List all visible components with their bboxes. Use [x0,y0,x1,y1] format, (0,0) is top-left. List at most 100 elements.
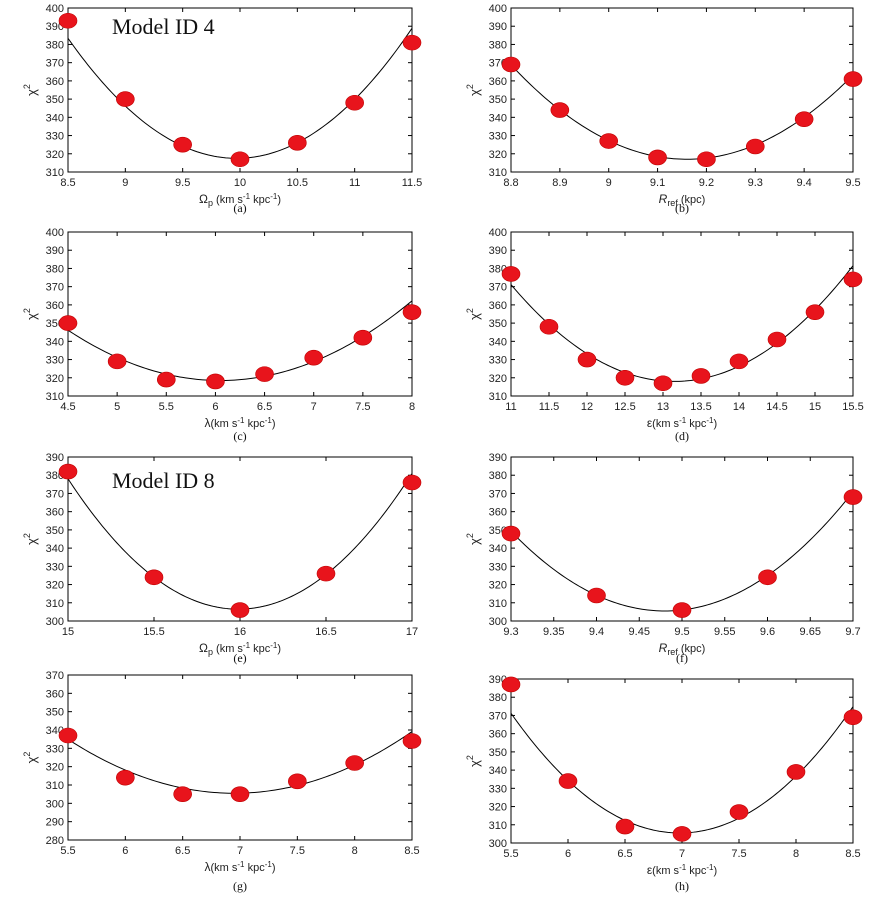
x-tick-label: 8.8 [503,177,518,189]
x-tick-label: 8 [409,401,415,413]
data-point [745,138,765,155]
data-point [206,373,225,390]
data-point [230,786,250,802]
y-tick-label: 310 [46,167,64,179]
data-point [58,315,78,331]
data-point [116,769,135,786]
y-tick-label: 340 [489,336,507,348]
data-point [697,151,716,168]
data-point [58,727,78,744]
data-point [805,304,825,320]
x-tick-label: 9.4 [589,626,604,638]
x-axis-label: Ωp (km s-1 kpc-1) [199,192,281,208]
x-tick-label: 9.6 [760,626,775,638]
x-tick-label: 8.9 [552,177,567,189]
data-point [316,565,336,582]
x-tick-label: 17 [406,626,418,638]
data-point [255,366,274,382]
panel-a: 8.5 9 9.5 10 10.5 11 11.5 310 320 330 340 350 360 370… [22,3,422,215]
x-tick-label: 9.4 [796,177,811,189]
y-tick-label: 320 [489,580,507,592]
data-point [539,318,559,335]
y-tick-label: 390 [489,245,507,257]
data-point [615,818,635,835]
x-tick-label: 15.5 [842,401,863,413]
y-tick-label: 400 [46,3,64,15]
data-point [58,12,78,29]
y-tick-label: 360 [489,300,507,312]
x-tick-label: 11.5 [539,401,560,413]
y-tick-label: 360 [489,507,507,519]
x-tick-label: 11 [505,401,516,413]
panel-label: (a) [233,201,246,215]
x-tick-label: 9.45 [629,626,650,638]
panel-f: 9.3 9.35 9.4 9.45 9.5 9.55 9.6 9.65 9.7 300 310 320… [465,452,863,665]
x-axis-label: Rref (kpc) [659,192,706,208]
y-tick-label: 300 [46,616,64,628]
data-point [402,733,422,749]
x-tick-label: 9.7 [845,626,860,638]
model-id-annotation: Model ID 8 [112,468,215,493]
x-tick-label: 8.5 [404,845,419,857]
y-tick-label: 290 [46,817,64,829]
y-tick-label: 350 [489,318,507,330]
y-tick-label: 320 [46,580,64,592]
y-tick-label: 350 [46,94,64,106]
y-tick-label: 340 [489,543,507,555]
panel-g: 5.5 6 6.5 7 7.5 8 8.52802903003103203303403503… [22,670,422,893]
y-tick-label: 370 [46,670,64,682]
data-point [843,709,863,726]
x-tick-label: 14 [733,401,745,413]
y-tick-label: 300 [489,616,507,628]
y-tick-label: 310 [46,598,64,610]
y-tick-label: 380 [489,39,507,51]
data-point [843,71,863,87]
y-tick-label: 330 [489,561,507,573]
y-tick-label: 310 [46,391,64,403]
x-tick-label: 15.5 [143,626,164,638]
x-tick-label: 6 [212,401,218,413]
data-point [353,329,373,346]
y-axis-label: χ2 [465,84,482,96]
data-point [501,525,521,542]
data-point [345,94,364,111]
plot-frame [510,456,854,622]
data-point [729,353,749,370]
y-axis-label: χ2 [465,755,482,767]
y-tick-label: 360 [46,76,64,88]
data-point [345,755,364,771]
plot-frame [510,231,854,397]
x-axis-label: ε(km s-1 kpc-1) [647,416,717,430]
panel-e: 15 15.5 16 16.5 1730031032033034035036037038… [22,452,422,665]
y-tick-label: 370 [46,282,64,294]
x-tick-label: 5 [114,401,120,413]
x-tick-label: 7.5 [731,848,746,860]
x-tick-label: 5.5 [159,401,174,413]
y-tick-label: 370 [46,58,64,70]
x-tick-label: 16 [234,626,246,638]
panel-label: (e) [233,651,246,665]
x-tick-label: 9.35 [543,626,564,638]
data-point [672,602,692,618]
y-tick-label: 310 [489,167,507,179]
x-tick-label: 10.5 [287,177,308,189]
y-tick-label: 350 [489,94,507,106]
panel-label: (g) [233,879,247,893]
x-tick-label: 9.1 [650,177,665,189]
y-tick-label: 330 [489,131,507,143]
data-point [58,463,78,480]
x-tick-label: 9.5 [674,626,689,638]
y-tick-label: 340 [489,765,507,777]
data-point [230,602,250,618]
x-axis-label: λ(km s-1 kpc-1) [205,860,276,874]
data-point [615,369,635,386]
y-tick-label: 300 [489,838,507,850]
x-axis-label: Rref (kpc) [659,641,706,657]
x-tick-label: 16.5 [315,626,336,638]
data-point [230,151,250,168]
y-tick-label: 390 [489,452,507,464]
y-tick-label: 340 [46,112,64,124]
x-tick-label: 5.5 [60,845,75,857]
data-point [116,91,135,107]
x-tick-label: 12 [581,401,593,413]
